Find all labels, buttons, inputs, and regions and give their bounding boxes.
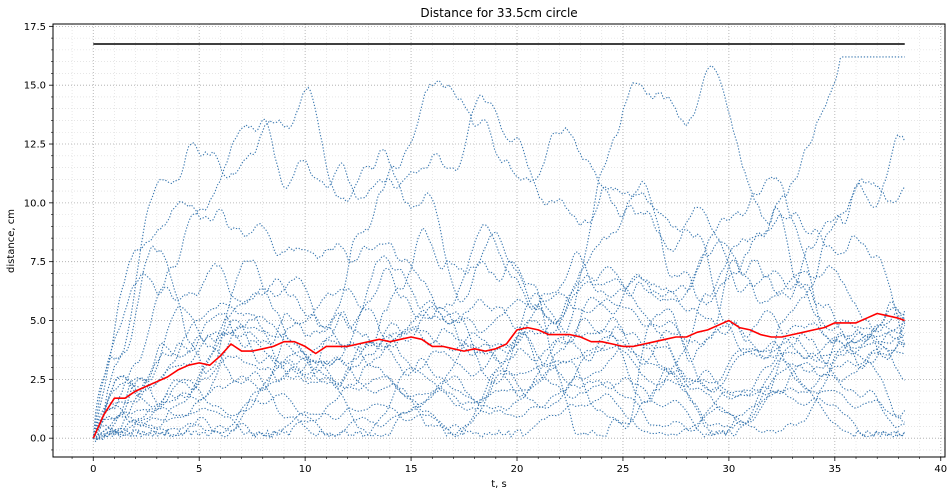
x-tick-label: 35 [828,464,841,475]
x-tick-label: 30 [723,464,736,475]
trial-series-line [92,176,906,439]
trial-series-line [93,292,906,439]
y-tick-label: 17.5 [24,22,46,33]
trial-series-line [92,200,906,439]
x-tick-label: 10 [299,464,312,475]
x-tick-label: 5 [196,464,202,475]
y-axis-title: distance, cm [6,209,17,273]
x-tick-label: 25 [617,464,630,475]
trial-series-line [93,191,906,440]
trial-series-line [92,345,906,439]
trial-series-line [92,56,905,439]
y-tick-label: 7.5 [30,257,46,268]
y-tick-label: 12.5 [24,140,46,151]
y-tick-label: 2.5 [30,375,46,386]
x-axis-title: t, s [491,479,507,490]
trial-series-group [92,56,906,443]
x-axis-ticks: 0 5 10 15 20 25 30 35 40 [71,457,947,475]
y-tick-label: 5.0 [30,316,46,327]
trial-series-line [92,86,906,439]
x-tick-label: 20 [511,464,524,475]
trial-series-line [92,94,906,439]
trial-series-line [92,302,906,439]
minor-grid [53,24,945,457]
y-tick-label: 0.0 [30,434,46,445]
trial-series-line [92,275,906,439]
x-tick-label: 0 [90,464,96,475]
mean-series-group [92,312,905,439]
major-grid [53,24,945,457]
x-tick-label: 40 [934,464,947,475]
mean-series-line [92,312,905,439]
y-tick-label: 15.0 [24,81,46,92]
trial-series-line [93,390,906,440]
plot-frame [52,23,946,458]
y-tick-label: 10.0 [24,198,46,209]
chart-title: Distance for 33.5cm circle [420,6,577,20]
trial-series-line [92,373,905,439]
trial-series-line [93,79,906,439]
trial-series-line [92,277,905,439]
x-tick-label: 15 [405,464,418,475]
y-axis-ticks: 0.0 2.5 5.0 7.5 10.0 12.5 15.0 17.5 [24,22,53,451]
